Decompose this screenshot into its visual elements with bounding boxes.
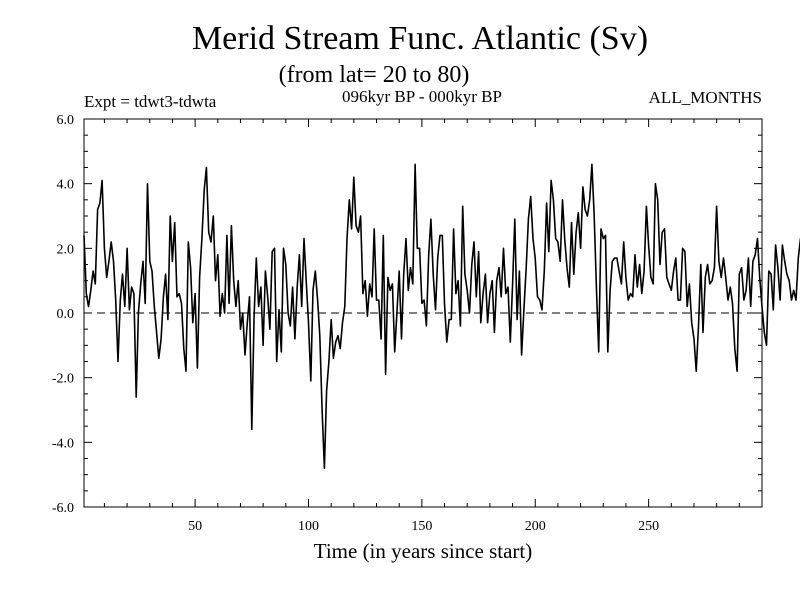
y-tick-label: -4.0 [52,436,74,451]
y-tick-labels: -6.0 -4.0 -2.0 0.0 2.0 4.0 6.0 [52,113,74,516]
x-tick-label: 150 [411,519,432,534]
x-tick-label: 50 [188,519,202,534]
y-tick-label: -2.0 [52,372,74,387]
y-tick-label: 4.0 [57,178,75,193]
x-tick-label: 100 [298,519,319,534]
y-tick-label: 6.0 [57,113,75,128]
chart-title: Merid Stream Func. Atlantic (Sv) [192,20,648,57]
x-tick-label: 250 [638,519,659,534]
y-tick-label: 0.0 [57,307,75,322]
series-line [83,163,800,470]
chart-subtitle: (from lat= 20 to 80) [279,62,470,88]
experiment-label: Expt = tdwt3-tdwta [84,92,217,111]
y-tick-label: 2.0 [57,242,75,257]
months-label: ALL_MONTHS [649,88,762,107]
x-axis-label: Time (in years since start) [314,539,533,563]
x-tick-labels: 50 100 150 200 250 [188,519,659,534]
x-tick-label: 200 [525,519,546,534]
y-tick-label: -6.0 [52,501,74,516]
axis-ticks [84,118,763,508]
period-label: 096kyr BP - 000kyr BP [342,87,502,106]
